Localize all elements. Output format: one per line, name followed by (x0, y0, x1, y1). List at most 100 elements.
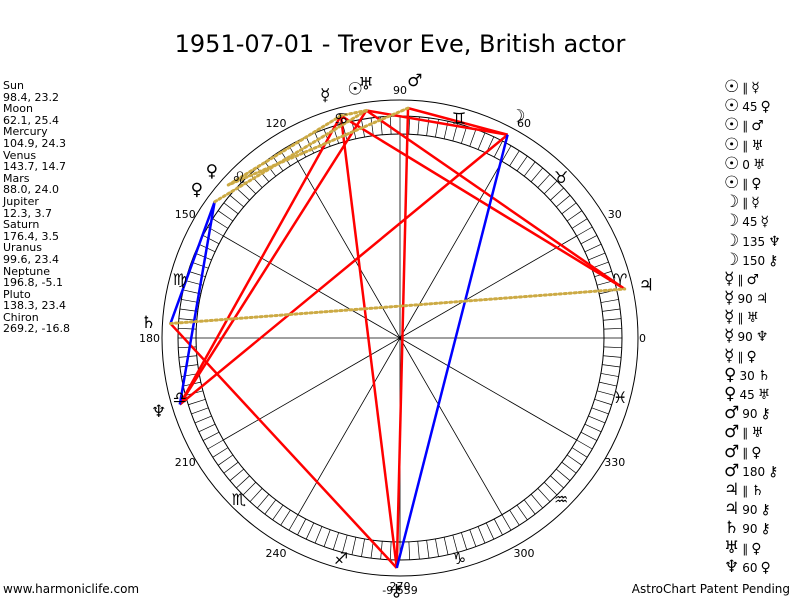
degree-tick (523, 499, 536, 515)
aspect-planet-a: ♃ (724, 479, 740, 500)
aspect-list: ☉ ∥ ☿ ☉ 45 ♀ ☉ ∥ ♂ ☉ ∥ ♅ ☉ 0 ♅ ☉ ∥ ♀ ☽ ∥ ☿ ☽ 45 ☿ ☽ 135 ♆ ☽ 150 ⚷ ☿ ∥ ♂ ☿… (724, 77, 800, 577)
degree-tick (493, 140, 503, 158)
degree-tick (599, 381, 617, 387)
planet-glyph-saturn: ♄ (141, 313, 156, 333)
planet-values-sun: 98.4, 23.2 (3, 90, 59, 104)
degree-tick (242, 482, 256, 496)
planet-name-saturn: Saturn (3, 218, 40, 232)
aspect-row: ♀ 45 ♅ (724, 384, 800, 404)
planet-positions-list: Sun 98.4, 23.2 Moon 62.1, 25.4 Mercury 104.9,… (3, 80, 153, 335)
degree-tick (602, 308, 621, 312)
house-cusp-line (297, 337, 401, 515)
aspect-type: 60 (742, 560, 758, 575)
aspect-planet-b: ♀ (751, 540, 762, 557)
planet-glyph-chiron: ⚷ (390, 581, 402, 600)
degree-tick (389, 116, 392, 135)
aspect-row: ☿ 90 ♃ (724, 288, 800, 309)
degree-tick (537, 174, 551, 188)
degree-tick (544, 180, 558, 194)
degree-tick (181, 299, 200, 303)
aspect-type: 90 (737, 330, 753, 345)
planet-glyph-moon: ☽ (510, 106, 525, 126)
degree-tick (556, 468, 571, 481)
aspect-line-saturn-venus (169, 201, 216, 324)
degree-tick (603, 355, 622, 358)
planet-name-jupiter: Jupiter (3, 194, 39, 208)
degree-tick (544, 482, 558, 496)
aspect-planet-b: ♀ (746, 348, 757, 365)
degree-tick (236, 187, 250, 201)
degree-tick (603, 327, 622, 330)
aspect-row: ☽ 135 ♆ (724, 230, 800, 251)
aspect-planet-a: ☉ (724, 96, 740, 117)
degree-tick (408, 541, 411, 560)
degree-tick (202, 431, 220, 441)
degree-tick (198, 423, 216, 433)
aspect-planet-b: ♅ (746, 310, 759, 327)
degree-tick (561, 461, 577, 474)
aspect-planet-a: ♄ (724, 518, 740, 539)
aspect-type: 45 (742, 215, 758, 230)
aspect-row: ☽ 45 ☿ (724, 212, 800, 231)
degree-tick (452, 534, 458, 553)
degree-tick (217, 454, 234, 466)
degree-tick (188, 399, 206, 406)
degree-tick (323, 529, 331, 547)
footer-website-link[interactable]: www.harmoniclife.com (3, 582, 140, 596)
aspect-planet-a: ☿ (724, 326, 735, 347)
aspect-line-sun-venus (213, 108, 368, 204)
planet-glyph-pluto: ♀ (206, 161, 218, 181)
chart-title: 1951-07-01 - Trevor Eve, British actor (174, 30, 626, 58)
aspect-planet-b: ♄ (751, 482, 764, 499)
aspect-planet-a: ♂ (724, 441, 740, 462)
planet-name-uranus: Uranus (3, 241, 42, 255)
degree-tick (272, 504, 284, 521)
aspect-planet-a: ♆ (724, 556, 740, 577)
aspect-planet-b: ♅ (751, 137, 764, 154)
degree-label-0: 0 (639, 332, 646, 345)
planet-name-mars: Mars (3, 171, 30, 185)
degree-tick (217, 210, 234, 222)
degree-tick (571, 218, 588, 229)
aspect-planet-a: ♂ (724, 422, 740, 443)
aspect-row: ♂ 90 ⚷ (724, 403, 800, 423)
degree-tick (179, 364, 198, 368)
planet-values-neptune: 196.8, -5.1 (3, 276, 63, 290)
aspect-planet-a: ☽ (724, 249, 740, 270)
planet-glyphs: ☉ ☽ ☿ ♀ ♂ ♃ ♄ ♅ ♆ ♀ ⚷ (141, 71, 654, 600)
planet-glyph-uranus: ♅ (358, 75, 373, 95)
degree-tick (523, 161, 536, 177)
zodiac-glyph: ♎ (173, 388, 187, 407)
planet-glyph-mars: ♂ (407, 71, 422, 91)
house-cusp-line (399, 235, 577, 339)
aspect-planet-a: ☉ (724, 172, 740, 193)
aspect-row: ♃ ∥ ♄ (724, 479, 800, 500)
planet-values-pluto: 138.3, 23.4 (3, 299, 66, 313)
degree-tick (571, 447, 588, 458)
aspect-row: ☿ ∥ ♂ (724, 269, 800, 289)
aspect-type: 90 (742, 407, 758, 422)
degree-tick (370, 117, 374, 136)
degree-tick (477, 526, 486, 544)
aspect-type: 180 (742, 464, 766, 479)
aspect-planet-a: ☉ (724, 115, 740, 136)
zodiac-glyph: ♌ (232, 168, 246, 187)
aspect-planet-b: ☿ (751, 80, 760, 96)
degree-tick (501, 145, 512, 162)
bottom-value: -9.559 (382, 584, 417, 597)
aspect-planet-b: ♂ (746, 271, 759, 288)
degree-tick (561, 202, 577, 215)
aspect-lines (168, 106, 627, 569)
aspect-planet-a: ☽ (724, 230, 740, 251)
degree-label-60: 60 (517, 117, 531, 130)
degree-tick (257, 494, 270, 509)
aspect-type: ∥ (742, 426, 749, 441)
planet-name-moon: Moon (3, 102, 33, 116)
aspect-planet-a: ☿ (724, 288, 735, 309)
planet-values-saturn: 176.4, 3.5 (3, 229, 59, 243)
aspect-type: 150 (742, 253, 766, 268)
aspect-row: ☉ ∥ ♀ (724, 172, 800, 193)
aspect-type: 90 (742, 522, 758, 537)
degree-tick (580, 235, 598, 245)
